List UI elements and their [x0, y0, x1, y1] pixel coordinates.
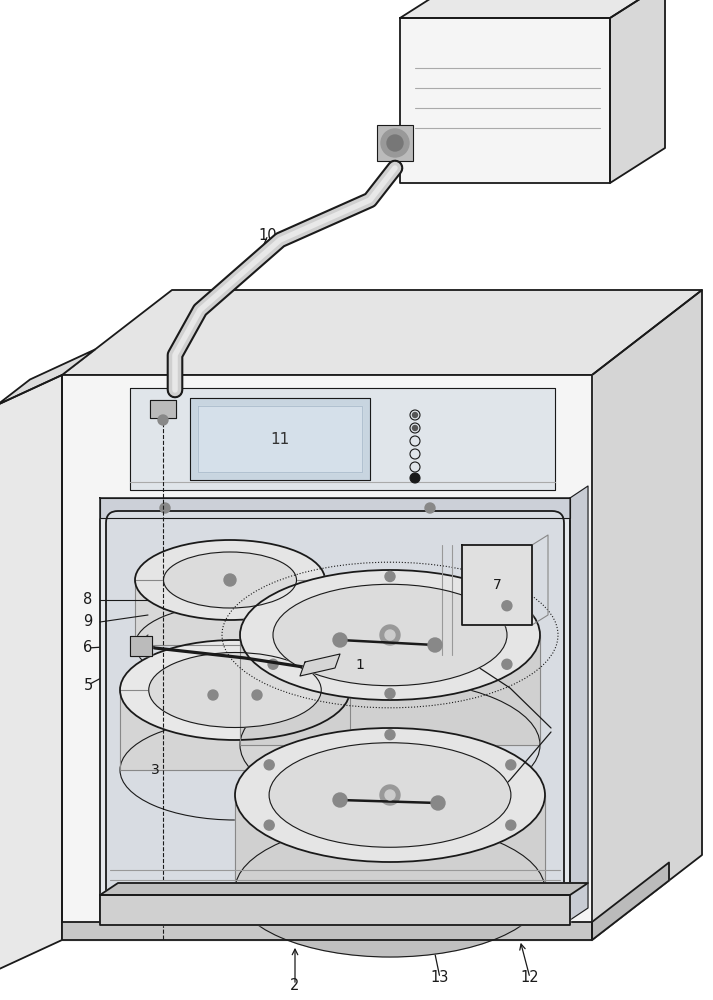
Text: 6: 6 [83, 641, 93, 656]
Circle shape [502, 601, 512, 611]
Text: 13: 13 [431, 970, 449, 986]
Circle shape [502, 659, 512, 669]
Polygon shape [120, 690, 350, 770]
Polygon shape [0, 375, 62, 970]
Circle shape [265, 760, 275, 770]
Polygon shape [150, 400, 176, 418]
Polygon shape [130, 636, 152, 656]
Ellipse shape [235, 823, 545, 957]
Circle shape [208, 690, 218, 700]
Polygon shape [610, 0, 665, 183]
Ellipse shape [163, 552, 297, 608]
Polygon shape [62, 922, 592, 940]
Polygon shape [400, 0, 665, 18]
Circle shape [385, 688, 395, 698]
Polygon shape [100, 498, 570, 518]
Polygon shape [462, 545, 532, 625]
Polygon shape [62, 375, 592, 940]
Text: 9: 9 [83, 614, 93, 630]
Polygon shape [100, 498, 570, 920]
Ellipse shape [120, 720, 350, 820]
Ellipse shape [135, 540, 325, 620]
Circle shape [385, 730, 395, 740]
Text: 8: 8 [83, 592, 93, 607]
Circle shape [410, 473, 420, 483]
Polygon shape [198, 406, 362, 472]
Circle shape [265, 820, 275, 830]
Ellipse shape [387, 135, 403, 151]
Polygon shape [100, 883, 588, 895]
Circle shape [506, 820, 515, 830]
Circle shape [333, 793, 347, 807]
Text: 14: 14 [555, 722, 574, 738]
Circle shape [224, 574, 236, 586]
Circle shape [160, 503, 170, 513]
Circle shape [380, 625, 400, 645]
Circle shape [333, 633, 347, 647]
Ellipse shape [240, 680, 540, 810]
Circle shape [252, 690, 262, 700]
Ellipse shape [135, 605, 325, 685]
Polygon shape [300, 654, 340, 676]
Text: 11: 11 [270, 432, 289, 446]
Polygon shape [570, 486, 588, 920]
Circle shape [268, 659, 278, 669]
Ellipse shape [381, 129, 409, 157]
Circle shape [413, 426, 418, 430]
Circle shape [158, 415, 168, 425]
Circle shape [385, 630, 395, 640]
Circle shape [425, 503, 435, 513]
Text: 4: 4 [585, 34, 595, 49]
Polygon shape [130, 388, 555, 490]
Circle shape [506, 760, 515, 770]
Text: 12: 12 [520, 970, 539, 986]
Circle shape [385, 790, 395, 800]
Ellipse shape [240, 570, 540, 700]
Ellipse shape [149, 652, 322, 728]
Text: 3: 3 [150, 763, 160, 777]
Text: 2: 2 [290, 978, 299, 992]
Ellipse shape [235, 728, 545, 862]
Text: 5: 5 [83, 678, 93, 692]
Circle shape [428, 638, 442, 652]
Circle shape [385, 572, 395, 582]
Polygon shape [592, 862, 669, 940]
Polygon shape [100, 895, 570, 925]
Polygon shape [400, 18, 610, 183]
Text: 7: 7 [493, 578, 501, 592]
Polygon shape [190, 398, 370, 480]
Circle shape [431, 796, 445, 810]
Circle shape [380, 785, 400, 805]
Text: 10: 10 [259, 228, 277, 242]
Polygon shape [135, 580, 325, 645]
Polygon shape [240, 635, 540, 745]
FancyBboxPatch shape [106, 511, 564, 920]
Bar [377, 125, 413, 161]
Circle shape [413, 412, 418, 418]
Polygon shape [235, 795, 545, 890]
Text: 1: 1 [356, 658, 364, 672]
Ellipse shape [273, 584, 507, 686]
Polygon shape [0, 350, 95, 405]
Ellipse shape [269, 743, 511, 847]
Polygon shape [62, 290, 702, 375]
Ellipse shape [120, 640, 350, 740]
Polygon shape [592, 290, 702, 940]
